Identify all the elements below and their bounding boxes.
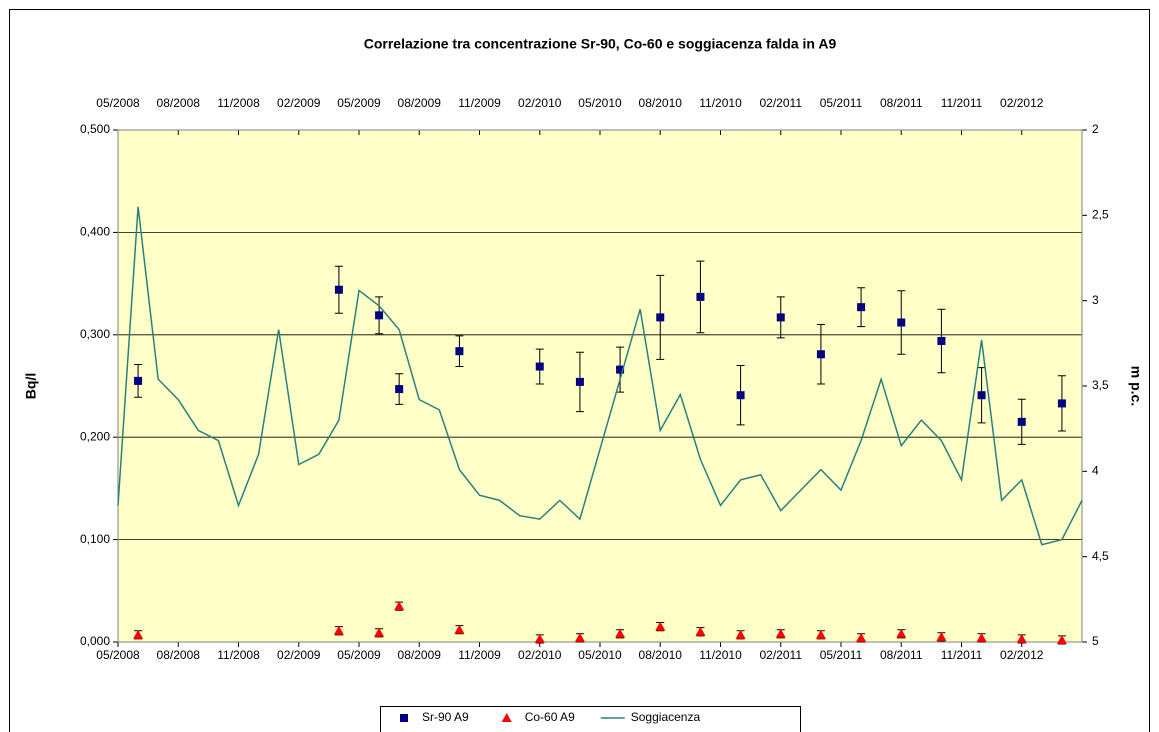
legend: Sr-90 A9 Co-60 A9 Soggiacenza	[380, 706, 801, 732]
x-tick-label: 11/2008	[217, 648, 260, 662]
x-tick-label: 08/2010	[639, 648, 683, 662]
x-tick-label-top: 05/2010	[578, 96, 622, 110]
x-tick-label: 11/2011	[941, 648, 983, 662]
legend-box	[380, 706, 801, 732]
x-tick-label-top: 08/2011	[880, 96, 923, 110]
x-tick-label-top: 08/2010	[639, 96, 683, 110]
point	[656, 313, 665, 322]
point	[375, 311, 384, 320]
y-tick-label: 0,500	[80, 122, 110, 136]
point	[1016, 633, 1027, 643]
x-tick-label-top: 02/2011	[760, 96, 803, 110]
x-tick-label: 05/2008	[96, 648, 140, 662]
plot-area	[118, 130, 1082, 642]
point	[1056, 634, 1067, 644]
x-tick-label-top: 11/2008	[217, 96, 260, 110]
y2-axis-label: m p.c.	[1128, 366, 1144, 406]
point	[936, 631, 947, 641]
point	[937, 336, 946, 345]
y-tick-label: 0,000	[80, 634, 110, 648]
y-axis-label: Bq/l	[23, 373, 39, 399]
y-tick-label: 0,300	[80, 327, 110, 341]
point	[1057, 399, 1066, 408]
point	[896, 628, 907, 638]
x-tick-label-top: 11/2011	[941, 96, 983, 110]
point	[815, 629, 826, 639]
point	[816, 350, 825, 359]
point	[454, 624, 465, 634]
point	[736, 391, 745, 400]
point	[776, 313, 785, 322]
x-tick-label-top: 11/2009	[458, 96, 501, 110]
x-tick-label-top: 05/2011	[820, 96, 863, 110]
point	[134, 376, 143, 385]
legend-label: Co-60 A9	[525, 710, 575, 724]
y2-tick-label: 2	[1092, 122, 1099, 136]
x-tick-label: 08/2009	[398, 648, 442, 662]
point	[534, 633, 545, 643]
point	[574, 632, 585, 642]
legend-label: Sr-90 A9	[422, 710, 469, 724]
point	[655, 621, 666, 631]
y2-tick-label: 4	[1092, 464, 1099, 478]
point	[735, 629, 746, 639]
point	[455, 347, 464, 356]
x-tick-label: 02/2011	[760, 648, 803, 662]
point	[374, 627, 385, 637]
point	[857, 303, 866, 312]
y-tick-label: 0,200	[80, 429, 110, 443]
x-tick-label-top: 05/2008	[96, 96, 140, 110]
y2-tick-label: 2,5	[1092, 208, 1109, 222]
line	[117, 206, 1083, 546]
point	[133, 629, 144, 639]
legend-label: Soggiacenza	[631, 710, 701, 724]
x-tick-label: 02/2012	[1000, 648, 1044, 662]
point	[615, 628, 626, 638]
point	[535, 362, 544, 371]
x-tick-label-top: 08/2008	[157, 96, 201, 110]
x-tick-label-top: 11/2010	[699, 96, 742, 110]
point	[977, 391, 986, 400]
point	[616, 365, 625, 374]
point	[696, 292, 705, 301]
x-tick-label: 02/2009	[277, 648, 321, 662]
point	[333, 625, 344, 635]
y-tick-label: 0,400	[80, 225, 110, 239]
x-tick-label: 08/2011	[880, 648, 923, 662]
point	[575, 377, 584, 386]
x-tick-label-top: 02/2010	[518, 96, 562, 110]
point	[394, 601, 405, 611]
x-tick-label-top: 02/2012	[1000, 96, 1044, 110]
point	[897, 318, 906, 327]
x-tick-label-top: 08/2009	[398, 96, 442, 110]
legend-swatch	[400, 714, 408, 722]
x-tick-label: 05/2011	[820, 648, 863, 662]
point	[1017, 417, 1026, 426]
plot-border	[117, 129, 1083, 643]
x-tick-label: 11/2009	[458, 648, 501, 662]
x-tick-label-top: 02/2009	[277, 96, 321, 110]
y-tick-label: 0,100	[80, 532, 110, 546]
point	[775, 628, 786, 638]
x-tick-label: 05/2009	[337, 648, 381, 662]
x-tick-label: 02/2010	[518, 648, 562, 662]
x-tick-label: 11/2010	[699, 648, 742, 662]
legend-swatch	[501, 713, 512, 722]
point	[856, 632, 867, 642]
point	[695, 626, 706, 636]
point	[976, 632, 987, 642]
point	[334, 285, 343, 294]
x-tick-label: 08/2008	[157, 648, 201, 662]
point	[395, 385, 404, 394]
y2-tick-label: 4,5	[1092, 549, 1109, 563]
x-tick-label: 05/2010	[578, 648, 622, 662]
y2-tick-label: 3,5	[1092, 378, 1109, 392]
y2-tick-label: 5	[1092, 634, 1099, 648]
chart-title: Correlazione tra concentrazione Sr-90, C…	[364, 36, 837, 52]
y2-tick-label: 3	[1092, 293, 1099, 307]
x-tick-label-top: 05/2009	[337, 96, 381, 110]
